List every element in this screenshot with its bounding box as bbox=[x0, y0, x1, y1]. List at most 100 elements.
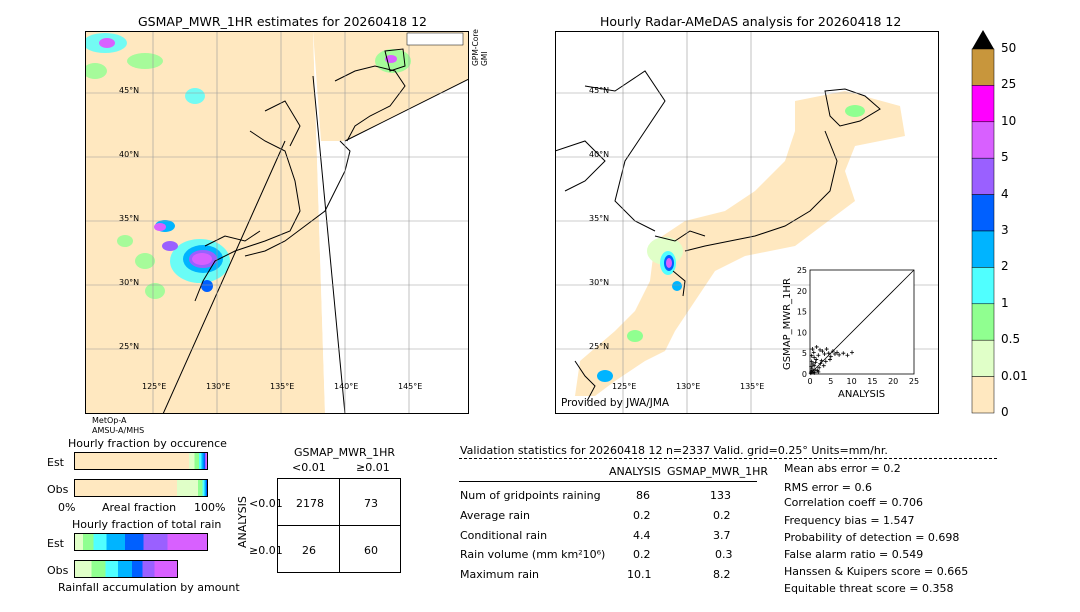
amsu-label: AMSU-A/MHS bbox=[92, 426, 145, 435]
colorbar-label: 25 bbox=[1001, 77, 1017, 92]
validation-score: False alarm ratio = 0.549 bbox=[784, 548, 924, 561]
occurrence-obs-wet bbox=[177, 480, 207, 496]
scatter-point bbox=[826, 351, 831, 356]
jma-credit: Provided by JWA/JMA bbox=[561, 397, 670, 409]
scatter-point bbox=[830, 349, 835, 354]
scatter-xtick: 20 bbox=[888, 377, 898, 386]
validation-row-analysis: 86 bbox=[636, 489, 650, 502]
validation-row-gsmap: 133 bbox=[710, 489, 731, 502]
colorbar-over-arrow bbox=[972, 30, 994, 49]
scatter-point bbox=[811, 350, 816, 355]
scatter-point bbox=[817, 365, 822, 370]
colorbar-cell bbox=[971, 339, 995, 377]
left-map-title: GSMAP_MWR_1HR estimates for 20260418 12 bbox=[138, 14, 427, 29]
right-map-title: Hourly Radar-AMeDAS analysis for 2026041… bbox=[600, 14, 902, 29]
contingency-cell-10: 26 bbox=[302, 544, 316, 557]
total-rain-title: Hourly fraction of total rain bbox=[72, 518, 222, 531]
validation-header: Validation statistics for 20260418 12 n=… bbox=[460, 444, 888, 457]
colorbar-cell bbox=[971, 48, 995, 86]
scatter-point bbox=[822, 352, 827, 357]
colorbar-cell bbox=[971, 376, 995, 414]
validation-row-analysis: 0.2 bbox=[633, 548, 651, 561]
colorbar-label: 2 bbox=[1001, 259, 1009, 274]
scatter-point bbox=[827, 357, 832, 362]
colorbar-cell bbox=[971, 230, 995, 268]
contingency-cell-01: 73 bbox=[364, 497, 378, 510]
scatter-point bbox=[816, 353, 821, 358]
scatter-xtick: 5 bbox=[828, 377, 833, 386]
scatter-point bbox=[845, 353, 850, 358]
total-rain-obs-bar bbox=[74, 560, 178, 578]
colorbar-label: 4 bbox=[1001, 186, 1009, 201]
colorbar-label: 10 bbox=[1001, 113, 1017, 128]
scatter-xtick: 0 bbox=[807, 377, 812, 386]
scatter-ytick: 15 bbox=[797, 308, 807, 317]
right-lon-135: 135°E bbox=[740, 382, 765, 391]
occurrence-title: Hourly fraction by occurence bbox=[68, 437, 227, 450]
total-rain-obs-label: Obs bbox=[47, 564, 69, 577]
scatter-ytick: 20 bbox=[797, 287, 807, 296]
validation-score: Frequency bias = 1.547 bbox=[784, 514, 915, 527]
validation-row-analysis: 0.2 bbox=[633, 509, 651, 522]
scatter-ytick: 5 bbox=[802, 349, 807, 358]
scatter-point bbox=[837, 352, 842, 357]
scatter-point bbox=[832, 352, 837, 357]
scatter-point bbox=[809, 359, 814, 364]
left-lat-30: 30°N bbox=[119, 278, 140, 287]
contingency-cell-11: 60 bbox=[364, 544, 378, 557]
colorbar-cell bbox=[971, 85, 995, 123]
contingency-row-ge: ≥0.01 bbox=[249, 544, 283, 557]
occurrence-axis-mid: Areal fraction bbox=[102, 501, 177, 514]
contingency-col-ge: ≥0.01 bbox=[356, 461, 390, 474]
left-lat-35: 35°N bbox=[119, 214, 140, 223]
scatter-point bbox=[824, 347, 829, 352]
scatter-point bbox=[812, 355, 817, 360]
validation-row-gsmap: 3.7 bbox=[713, 529, 731, 542]
scatter-point bbox=[816, 369, 821, 374]
scatter-point bbox=[828, 354, 833, 359]
scatter-point bbox=[835, 350, 840, 355]
right-lon-125: 125°E bbox=[612, 382, 637, 391]
occurrence-est-bar bbox=[74, 452, 208, 470]
colorbar-label: 1 bbox=[1001, 295, 1009, 310]
scatter-point bbox=[817, 347, 822, 352]
validation-score: RMS error = 0.6 bbox=[784, 481, 872, 494]
colorbar bbox=[971, 30, 995, 414]
contingency-col-lt: <0.01 bbox=[292, 461, 326, 474]
occurrence-est-label: Est bbox=[47, 456, 64, 469]
contingency-title: GSMAP_MWR_1HR bbox=[294, 446, 396, 459]
scatter-ytick: 10 bbox=[797, 328, 807, 337]
scatter-point bbox=[841, 351, 846, 356]
colorbar-cell bbox=[971, 303, 995, 341]
occurrence-axis-right: 100% bbox=[194, 501, 226, 514]
right-lat-30: 30°N bbox=[589, 278, 610, 287]
validation-row-gsmap: 0.2 bbox=[713, 509, 731, 522]
validation-header-rule bbox=[459, 458, 997, 459]
scatter-point bbox=[812, 370, 817, 375]
scatter-xtick: 10 bbox=[847, 377, 857, 386]
occurrence-axis-left: 0% bbox=[58, 501, 76, 514]
total-rain-footer: Rainfall accumulation by amount bbox=[58, 581, 240, 594]
validation-col-gsmap: GSMAP_MWR_1HR bbox=[667, 465, 769, 478]
scatter-ytick: 25 bbox=[797, 266, 807, 275]
validation-row-label: Maximum rain bbox=[460, 568, 539, 581]
validation-score: Equitable threat score = 0.358 bbox=[784, 582, 954, 595]
scatter-point bbox=[819, 358, 824, 363]
scatter-point bbox=[823, 359, 828, 364]
scatter-point bbox=[810, 368, 815, 373]
scatter-xtick: 15 bbox=[867, 377, 877, 386]
contingency-cell-00: 2178 bbox=[296, 497, 324, 510]
left-lon-135: 135°E bbox=[270, 382, 295, 391]
scatter-point bbox=[820, 349, 825, 354]
scatter-point bbox=[850, 350, 855, 355]
gpm-core-label: GPM-Core GMI bbox=[471, 29, 489, 66]
left-lat-40: 40°N bbox=[119, 150, 140, 159]
scatter-xlabel: ANALYSIS bbox=[838, 389, 886, 400]
right-lat-45: 45°N bbox=[589, 86, 610, 95]
colorbar-label: 3 bbox=[1001, 223, 1009, 237]
scatter-ylabel-wrap: GSMAP_MWR_1HR bbox=[782, 278, 794, 382]
scatter-ylabel: GSMAP_MWR_1HR bbox=[782, 278, 793, 370]
validation-score: Correlation coeff = 0.706 bbox=[784, 496, 923, 509]
contingency-grid: 2178 73 26 60 bbox=[277, 478, 401, 573]
occurrence-est-wet bbox=[189, 453, 207, 469]
